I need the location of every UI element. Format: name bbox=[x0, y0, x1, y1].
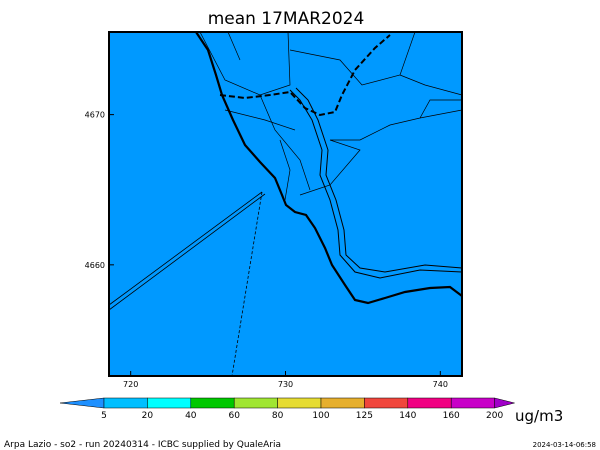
geography bbox=[108, 31, 463, 377]
x-tick-label: 730 bbox=[278, 380, 293, 389]
footer-left: Arpa Lazio - so2 - run 20240314 - ICBC s… bbox=[4, 440, 281, 450]
colorbar-label: 140 bbox=[399, 411, 416, 421]
colorbar: 5 20 40 60 80 100 125 140 160 200 bbox=[59, 397, 515, 421]
footer-right: 2024-03-14-06:58 bbox=[533, 441, 596, 449]
y-tick-label: 4670 bbox=[85, 111, 105, 120]
colorbar-label: 40 bbox=[185, 411, 197, 421]
colorbar-over bbox=[494, 397, 515, 409]
colorbar-label: 100 bbox=[312, 411, 329, 421]
colorbar-label: 160 bbox=[443, 411, 460, 421]
title: mean 17MAR2024 bbox=[208, 9, 365, 29]
y-tick-label: 4660 bbox=[85, 261, 105, 270]
colorbar-label: 5 bbox=[101, 411, 107, 421]
x-tick-label: 740 bbox=[433, 380, 448, 389]
colorbar-label: 60 bbox=[228, 411, 240, 421]
x-tick-label: 720 bbox=[123, 380, 138, 389]
colorbar-under bbox=[59, 397, 105, 409]
colorbar-bin bbox=[277, 397, 322, 409]
colorbar-bin bbox=[233, 397, 278, 409]
colorbar-unit: ug/m3 bbox=[515, 407, 563, 425]
colorbar-label: 125 bbox=[356, 411, 373, 421]
colorbar-label: 80 bbox=[272, 411, 284, 421]
colorbar-bin bbox=[147, 397, 192, 409]
colorbar-bin bbox=[407, 397, 452, 409]
colorbar-bin bbox=[364, 397, 409, 409]
colorbar-bin bbox=[103, 397, 148, 409]
colorbar-bin bbox=[450, 397, 495, 409]
colorbar-bin bbox=[190, 397, 235, 409]
map bbox=[108, 31, 463, 377]
colorbar-bin bbox=[320, 397, 365, 409]
colorbar-label: 200 bbox=[486, 411, 503, 421]
colorbar-label: 20 bbox=[142, 411, 154, 421]
